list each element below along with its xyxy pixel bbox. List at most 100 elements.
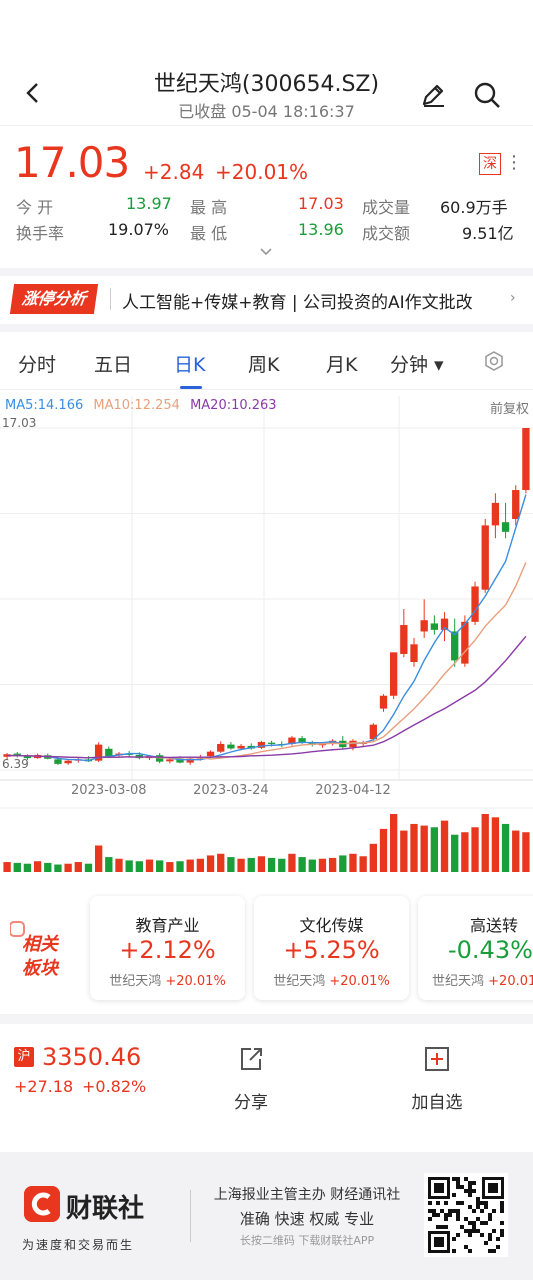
volume-bar [156, 860, 164, 872]
qr-module [500, 1205, 504, 1209]
qr-module [472, 1209, 476, 1213]
volume-bar [390, 814, 398, 872]
volume-bar [267, 857, 276, 872]
qr-module [500, 1209, 504, 1213]
qr-module [448, 1209, 452, 1213]
sector-pct: +5.25% [283, 936, 380, 964]
tab-intraday[interactable]: 分时 [18, 354, 57, 376]
volume-bar [166, 862, 174, 872]
qr-module [480, 1201, 484, 1205]
adjust-mode[interactable]: 前复权 [490, 402, 530, 417]
tab-monthly-k[interactable]: 月K [326, 354, 358, 376]
volume-bar [298, 857, 306, 872]
price-change-pct: +20.01% [215, 160, 309, 184]
candle-body [288, 737, 296, 744]
share-button[interactable]: 分享 [222, 1046, 280, 1113]
stock-title: 世纪天鸿(300654.SZ) [153, 72, 380, 97]
chevron-right-icon[interactable]: › [510, 290, 516, 306]
volume-bar [461, 832, 469, 872]
candle-body [471, 586, 479, 622]
sh-index-value[interactable]: 3350.46 [42, 1043, 142, 1071]
sh-index-change-pct: +0.82% [82, 1077, 147, 1096]
active-tab-indicator [180, 386, 202, 389]
cls-logo-icon [24, 1186, 60, 1222]
candle-body [420, 620, 428, 632]
search-icon[interactable] [472, 80, 502, 110]
ma20-label: MA20:10.263 [190, 398, 277, 413]
market-badge: 深 [479, 153, 501, 175]
limit-up-analysis-badge: 涨停分析 [9, 284, 99, 314]
volume-bar [501, 823, 510, 872]
qr-module [456, 1181, 460, 1185]
candle-body [451, 631, 459, 661]
candle-body [237, 745, 245, 749]
stat-open: 13.97 [126, 194, 172, 213]
divider [0, 268, 533, 276]
sector-lead-stock: 世纪天鸿 +20.01% [273, 974, 390, 989]
qr-module [456, 1177, 460, 1181]
stat-low: 13.96 [298, 220, 344, 239]
tab-minute[interactable]: 分钟 ▾ [390, 354, 444, 376]
x-tick-label: 2023-03-24 [193, 783, 269, 798]
kline-chart[interactable]: 17.03 6.39 2023-03-08 2023-03-24 2023-04-12 [0, 396, 533, 878]
tab-weekly-k[interactable]: 周K [248, 354, 280, 376]
volume-bar [176, 861, 184, 872]
sector-pct: -0.43% [448, 936, 533, 964]
qr-module [440, 1209, 444, 1213]
qr-module [492, 1229, 496, 1233]
volume-bar [125, 860, 133, 872]
qr-module [484, 1221, 488, 1225]
candle-body [94, 744, 103, 761]
qr-module [472, 1221, 476, 1225]
candle-body [166, 759, 174, 762]
candle-body [217, 743, 225, 752]
qr-module [500, 1221, 504, 1225]
candle-body [206, 751, 215, 757]
settings-icon[interactable] [483, 350, 505, 372]
more-options-icon[interactable]: ⋮ [505, 152, 523, 173]
sector-name: 教育产业 [135, 916, 200, 935]
tab-daily-k[interactable]: 日K [174, 354, 206, 376]
news-text[interactable]: 人工智能+传媒+教育 | 公司投资的AI作文批改 [122, 293, 473, 313]
qr-module [456, 1185, 460, 1189]
stat-label: 成交额 [362, 224, 411, 243]
sector-name: 高送转 [470, 916, 519, 935]
candle-body [105, 748, 113, 757]
qr-module [428, 1209, 432, 1213]
back-arrow-icon[interactable] [22, 82, 44, 104]
tab-five-day[interactable]: 五日 [94, 354, 133, 376]
sector-card[interactable]: 文化传媒 +5.25% 世纪天鸿 +20.01% [254, 896, 409, 1000]
volume-bar [84, 863, 93, 872]
qr-module [456, 1209, 460, 1213]
chevron-down-icon[interactable] [258, 246, 274, 258]
qr-module [456, 1217, 460, 1221]
share-icon [241, 1048, 262, 1070]
divider [110, 288, 111, 310]
candle-body [54, 759, 62, 764]
qr-module [444, 1217, 448, 1221]
volume-bar [135, 861, 143, 872]
qr-module [472, 1189, 476, 1193]
ma5-line [7, 494, 527, 762]
sector-card[interactable]: 教育产业 +2.12% 世纪天鸿 +20.01% [90, 896, 245, 1000]
qr-module [456, 1213, 460, 1217]
volume-bar [328, 857, 337, 872]
qr-module [448, 1213, 452, 1217]
qr-module [476, 1205, 480, 1209]
ma10-label: MA10:12.254 [93, 398, 180, 413]
volume-bar [481, 814, 489, 872]
sector-card[interactable]: 高送转 -0.43% 世纪天鸿 +20.01% [418, 896, 533, 1000]
qr-module [468, 1249, 472, 1253]
add-watchlist-button[interactable]: 加自选 [402, 1046, 472, 1113]
volume-bar [288, 853, 296, 872]
stat-label: 最 低 [190, 224, 228, 243]
qr-module [468, 1229, 472, 1233]
volume-bar [318, 858, 327, 872]
edit-pencil-icon[interactable] [418, 80, 448, 110]
volume-bar [359, 856, 367, 872]
related-sectors-badge: 相关 板块 [10, 921, 60, 979]
footer-line2: 准确 快速 权威 专业 [239, 1210, 375, 1228]
volume-bar [247, 857, 255, 872]
qr-module [468, 1205, 472, 1209]
qr-module [452, 1177, 456, 1181]
